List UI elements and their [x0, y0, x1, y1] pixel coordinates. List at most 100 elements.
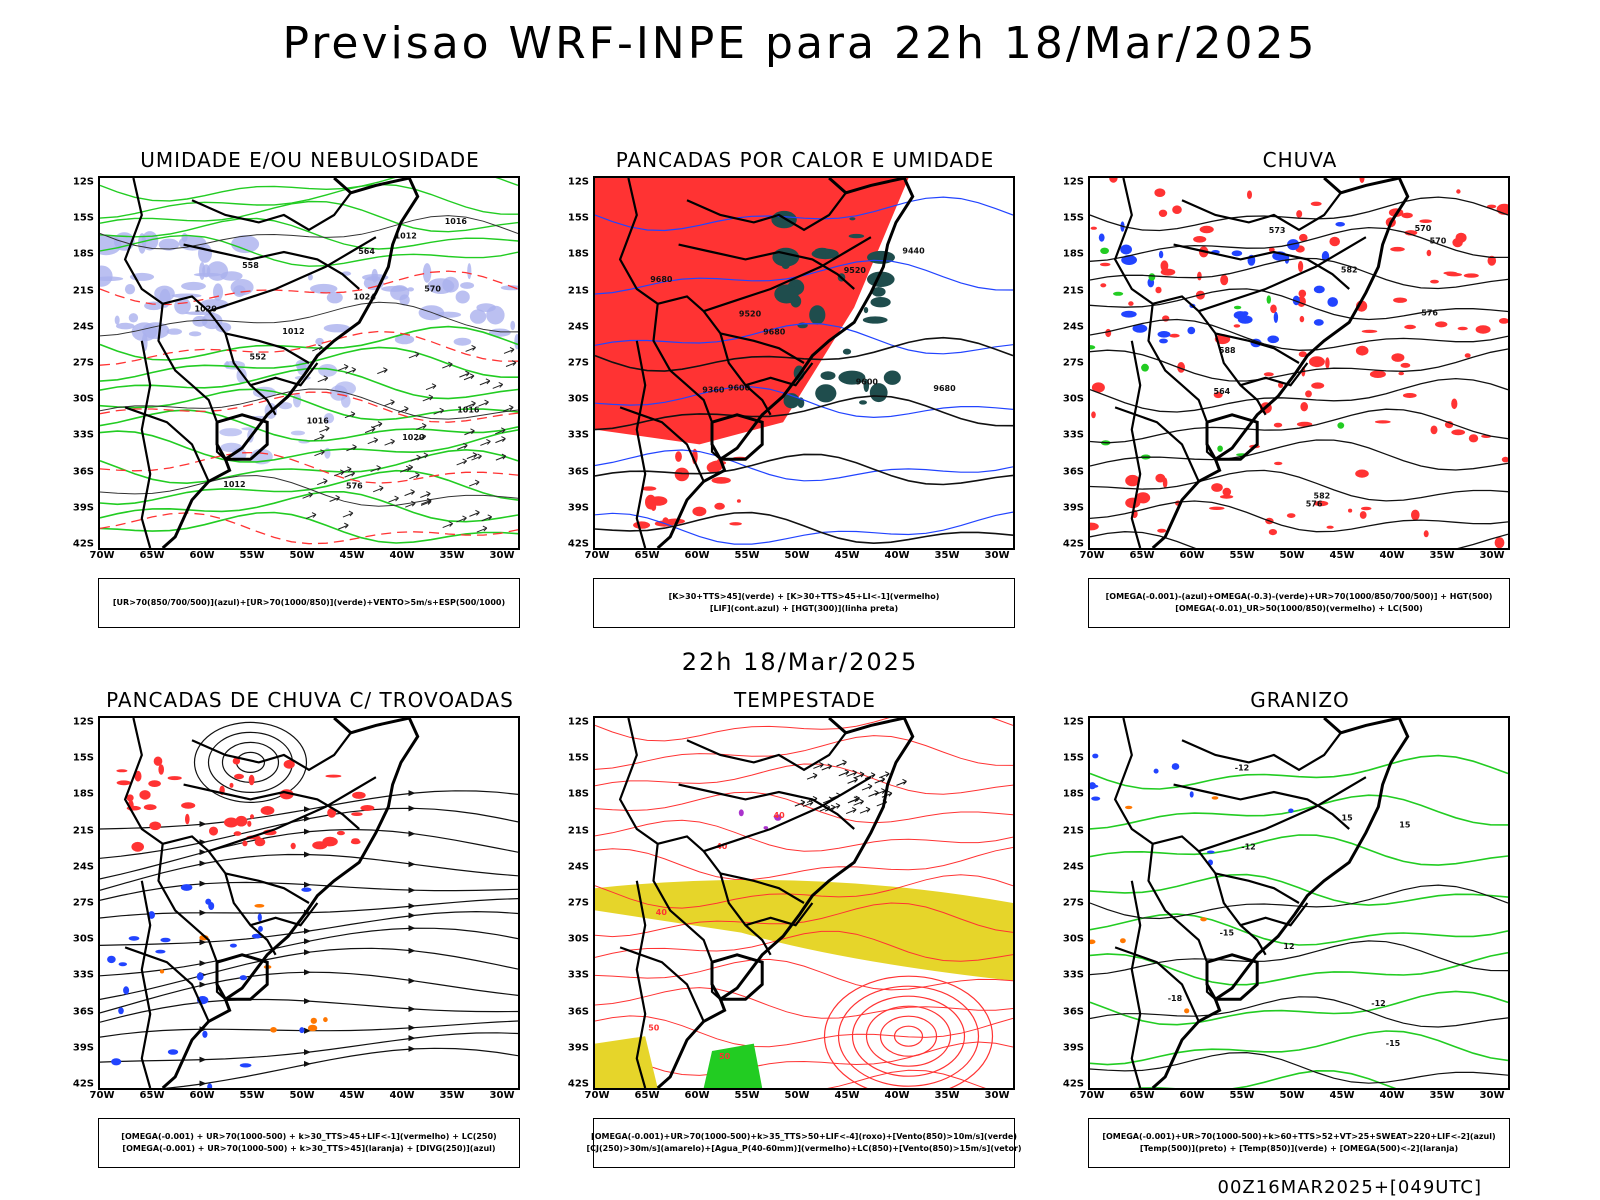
lon-tick-label: 40W: [1379, 1090, 1405, 1101]
wind-vector: [377, 367, 388, 375]
strong-omega-area: [1125, 805, 1133, 810]
lat-tick-label: 36S: [567, 1006, 589, 1018]
lon-tick-label: 45W: [339, 550, 365, 561]
wind-vector: [415, 433, 427, 441]
rain-area: [1398, 371, 1404, 376]
humidity-upper-area: [158, 238, 180, 251]
rain-area: [1222, 487, 1232, 497]
flow-arrow: [408, 887, 416, 894]
wind-vector: [469, 509, 480, 517]
contour-label: 40: [656, 908, 668, 917]
contour-label: 50: [719, 1052, 731, 1061]
cyclonic-circulation: [193, 721, 308, 804]
political-border: [140, 880, 152, 1088]
lat-tick-label: 30S: [1062, 933, 1084, 945]
thunderstorm-area: [233, 831, 242, 836]
contour-label: 9360: [702, 385, 725, 394]
lat-tick-label: 30S: [72, 393, 94, 405]
wind-vector: [433, 407, 445, 415]
hgt300-contour: [595, 395, 1013, 431]
thunderstorm-area: [260, 806, 275, 815]
rain-area: [1443, 271, 1458, 275]
wind-vector: [874, 776, 886, 784]
strong-omega-area: [1211, 796, 1219, 800]
severe-storm-area: [763, 826, 769, 830]
wind-vector: [344, 411, 356, 419]
political-border: [1215, 332, 1300, 364]
rain-area: [1423, 530, 1429, 538]
legend-box: [OMEGA(-0.001)+UR>70(1000-500)+k>60+TTS>…: [1088, 1118, 1510, 1168]
rain-area: [1451, 398, 1458, 410]
omega-area: [1231, 250, 1243, 257]
wind-vector: [317, 375, 329, 383]
thunderstorm-area: [248, 774, 255, 786]
flow-arrow: [408, 1045, 416, 1052]
uruguay-border: [215, 953, 269, 1001]
wind-vector: [463, 373, 475, 381]
wind-vector: [312, 344, 323, 352]
contour-label: 552: [250, 352, 267, 361]
wind-vector: [425, 383, 437, 391]
contour-label: 1020: [402, 433, 425, 442]
humidity-upper-area: [514, 334, 518, 350]
map-canvas: [100, 718, 518, 1088]
lon-tick-label: 35W: [1429, 550, 1455, 561]
lon-tick-label: 60W: [684, 550, 710, 561]
humidity-low-contour: [100, 429, 518, 463]
flow-arrow: [304, 969, 311, 976]
political-border: [678, 783, 855, 830]
humidity-low-contour: [100, 409, 518, 442]
rain-area: [1452, 237, 1463, 248]
political-border: [1240, 902, 1309, 927]
contour-label: -12: [1371, 999, 1385, 1008]
political-border: [1113, 178, 1267, 416]
lon-tick-label: 50W: [289, 1090, 315, 1101]
lon-tick-label: 40W: [884, 550, 910, 561]
humidity-upper-area: [427, 278, 455, 294]
lat-tick-label: 12S: [72, 716, 94, 728]
lat-tick-label: 33S: [1062, 429, 1084, 441]
humidity-upper-area: [326, 291, 343, 304]
thunderstorm-area: [185, 813, 190, 825]
humidity-upper-area: [307, 274, 313, 281]
panel-title: UMIDADE E/OU NEBULOSIDADE: [140, 148, 480, 172]
humidity-upper-area: [394, 334, 415, 345]
flow-arrow: [408, 947, 416, 954]
rain-area: [1220, 274, 1229, 286]
lon-tick-label: 70W: [584, 550, 610, 561]
uruguay-border: [710, 413, 764, 461]
thunderstorm-area: [134, 770, 142, 782]
panel-title: CHUVA: [1262, 148, 1338, 172]
wind-vector: [317, 478, 328, 486]
lat-tick-label: 24S: [72, 321, 94, 333]
rain-area: [1498, 318, 1508, 324]
lon-tick-label: 50W: [784, 550, 810, 561]
lon-tick-label: 35W: [439, 1090, 465, 1101]
instability-area: [863, 379, 870, 392]
rain-area: [1199, 225, 1214, 234]
lifted-index-contour: [595, 322, 1013, 355]
wind-vector: [802, 800, 814, 807]
lat-tick-label: 15S: [1062, 752, 1084, 764]
instability-area: [863, 307, 869, 314]
flow-arrow: [408, 861, 416, 868]
rain-area: [1286, 513, 1296, 518]
lon-tick-label: 65W: [634, 1090, 660, 1101]
wind-vector: [845, 807, 857, 815]
political-border: [183, 783, 360, 830]
contour-label: 9600: [728, 384, 751, 393]
contour-label: 1024: [354, 293, 377, 302]
lon-tick-label: 60W: [1179, 1090, 1205, 1101]
contour-label: 9600: [856, 378, 879, 387]
heat-convection-area: [674, 467, 690, 482]
hgt500-contour: [1090, 196, 1508, 232]
rain-area: [1090, 226, 1097, 230]
lat-tick-label: 33S: [72, 429, 94, 441]
humidity-low-contour: [100, 200, 518, 233]
humidity-upper-area: [142, 322, 170, 339]
flow-arrow: [408, 977, 416, 984]
lon-tick-label: 40W: [389, 1090, 415, 1101]
humidity-upper-area: [460, 282, 475, 289]
lon-tick-label: 40W: [884, 1090, 910, 1101]
map-panel-5: TEMPESTADE 12S 15S 18S 21S 24S 27S 30S 33S 36S 39S…: [545, 688, 1022, 1188]
